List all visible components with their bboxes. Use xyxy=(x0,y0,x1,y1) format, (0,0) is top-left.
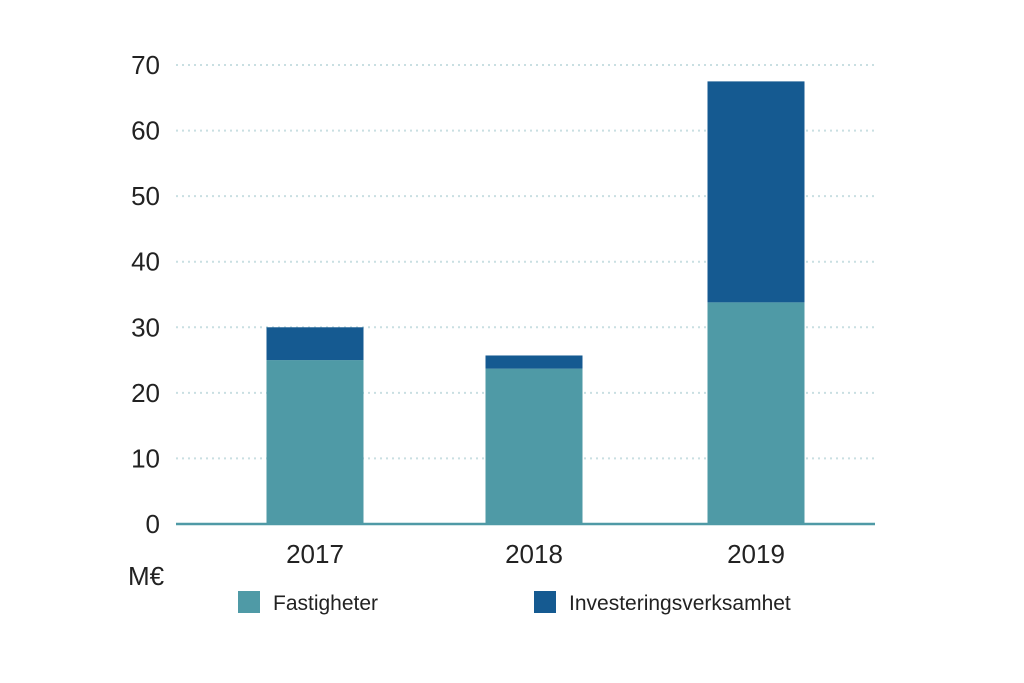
bar-2019-series-1 xyxy=(707,81,805,303)
y-tick-label: 40 xyxy=(131,247,160,277)
x-tick-label: 2017 xyxy=(286,539,344,569)
legend-label-0: Fastigheter xyxy=(273,592,378,615)
y-tick-label: 10 xyxy=(131,443,160,473)
y-axis-ticks: 0 10 20 30 40 50 60 70 xyxy=(131,50,160,539)
y-tick-label: 50 xyxy=(131,181,160,211)
y-tick-label: 30 xyxy=(131,312,160,342)
x-tick-label: 2019 xyxy=(727,539,785,569)
x-axis-ticks: 2017 2018 2019 xyxy=(286,539,785,569)
bar-2018-series-1 xyxy=(485,355,583,369)
y-tick-label: 20 xyxy=(131,378,160,408)
bar-2017-series-1 xyxy=(266,327,364,361)
x-tick-label: 2018 xyxy=(505,539,563,569)
bars xyxy=(266,81,805,524)
y-tick-label: 70 xyxy=(131,50,160,80)
legend-swatch-1 xyxy=(534,591,556,613)
y-tick-label: 0 xyxy=(146,509,160,539)
legend-swatch-0 xyxy=(238,591,260,613)
legend: Fastigheter Investeringsverksamhet xyxy=(238,591,791,615)
y-tick-label: 60 xyxy=(131,116,160,146)
bar-2018-series-0 xyxy=(485,368,583,524)
bar-2019-series-0 xyxy=(707,302,805,524)
bar-2017-series-0 xyxy=(266,360,364,524)
y-axis-unit-label: M€ xyxy=(128,561,165,591)
legend-label-1: Investeringsverksamhet xyxy=(569,592,791,615)
